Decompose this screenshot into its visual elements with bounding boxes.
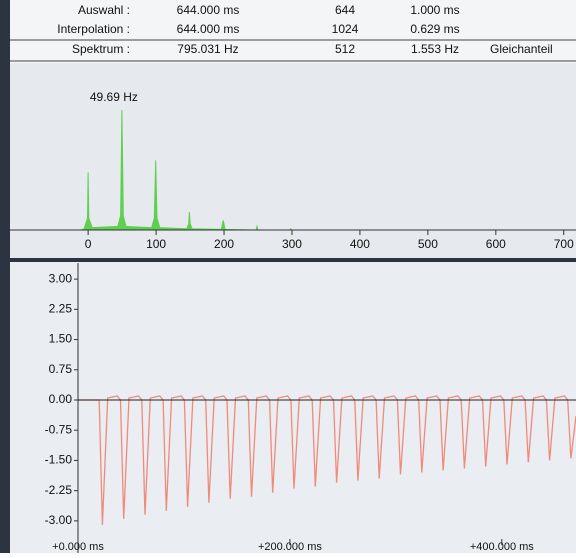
x-tick-label: 600 (486, 237, 506, 251)
table-cell: 1.000 ms (410, 3, 459, 17)
x-tick-label: 0 (85, 237, 92, 251)
table-cell: 644.000 ms (177, 22, 240, 36)
table-cell: 1.553 Hz (411, 42, 459, 56)
x-tick-label: +0.000 ms (52, 541, 104, 553)
table-cell: Interpolation : (57, 22, 130, 36)
table-cell: 644.000 ms (177, 3, 240, 17)
y-tick-label: 2.25 (49, 302, 73, 316)
table-cell: 512 (335, 42, 355, 56)
x-tick-label: 700 (554, 237, 574, 251)
signal-line (78, 395, 576, 525)
y-tick-label: 0.00 (49, 392, 73, 406)
signal-panel (10, 262, 576, 553)
x-tick-label: 500 (418, 237, 438, 251)
info-table (10, 0, 576, 63)
x-tick-label: 400 (350, 237, 370, 251)
table-cell: 644 (335, 3, 355, 17)
x-tick-label: +200.000 ms (258, 541, 322, 553)
x-tick-label: 100 (146, 237, 166, 251)
y-tick-label: -2.25 (45, 483, 73, 497)
table-cell: Auswahl : (78, 3, 130, 17)
y-tick-label: 1.50 (49, 332, 73, 346)
y-tick-label: 0.75 (49, 362, 73, 376)
x-tick-label: +400.000 ms (470, 541, 534, 553)
x-tick-label: 200 (214, 237, 234, 251)
table-cell: Spektrum : (72, 42, 130, 56)
peak-annotation: 49.69 Hz (90, 90, 138, 104)
y-tick-label: -3.00 (45, 513, 73, 527)
table-cell: 1024 (332, 22, 359, 36)
table-cell: 0.629 ms (410, 22, 459, 36)
table-cell: 795.031 Hz (177, 42, 238, 56)
table-cell: Gleichanteil (490, 42, 553, 56)
y-tick-label: -1.50 (45, 453, 73, 467)
spectrum-panel (10, 63, 576, 258)
y-tick-label: 3.00 (49, 271, 73, 285)
x-tick-label: 300 (282, 237, 302, 251)
y-tick-label: -0.75 (45, 422, 73, 436)
